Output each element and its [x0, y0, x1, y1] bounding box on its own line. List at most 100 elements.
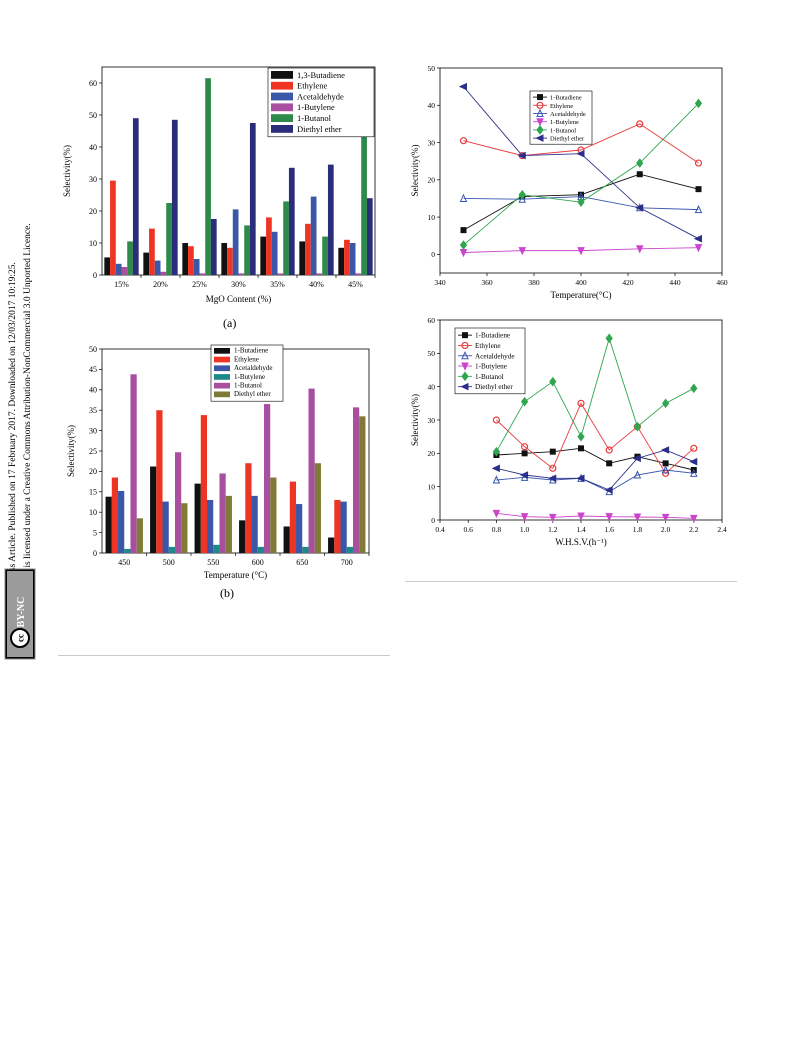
point-1-5: [606, 460, 613, 467]
point-6-5: [604, 486, 613, 494]
legend-swatch-2: [214, 356, 230, 363]
series-5: [492, 333, 698, 457]
y-tick-label: 10: [89, 239, 97, 248]
bar-1-6: [328, 537, 335, 553]
legend-swatch-1: [271, 71, 293, 79]
point-2-5: [694, 159, 703, 167]
y-tick-label: 40: [428, 101, 436, 110]
x-tick-label: 20%: [153, 280, 168, 289]
y-axis-label: Selectivity(%): [410, 394, 420, 446]
bar-3-4: [251, 495, 258, 553]
point-4-2: [520, 513, 529, 522]
x-tick-label: 450: [118, 558, 130, 567]
bar-5-1: [130, 374, 137, 553]
bar-2-4: [227, 247, 233, 275]
bar-1-3: [182, 243, 189, 275]
y-tick-label: 30: [89, 175, 97, 184]
bar-3-5: [271, 231, 278, 275]
bar-3-6: [310, 196, 317, 275]
bar-2-1: [111, 477, 119, 553]
y-tick-label: 20: [89, 467, 97, 476]
bar-4-7: [355, 273, 362, 275]
point-3-6: [633, 470, 642, 479]
bar-2-3: [188, 246, 194, 275]
y-tick-label: 10: [428, 213, 436, 222]
legend-box: [454, 327, 526, 395]
bar-6-7: [366, 198, 373, 275]
y-tick-label: 60: [89, 79, 97, 88]
y-tick-label: 50: [89, 111, 97, 120]
legend-label-2: Ethylene: [297, 81, 327, 91]
point-4-3: [577, 247, 585, 256]
bar-4-1: [124, 548, 131, 553]
bar-1-1: [105, 496, 112, 553]
legend-label-2: Ethylene: [234, 355, 259, 363]
bar-2-2: [149, 228, 155, 275]
x-tick-label: 700: [341, 558, 353, 567]
x-tick-label: 380: [528, 278, 540, 287]
bar-2-2: [156, 410, 163, 553]
bar-3-7: [349, 243, 356, 275]
series-4: [459, 244, 703, 258]
bar-1-5: [260, 236, 267, 275]
publication-notice: Open Access Article. Published on 17 Feb…: [8, 262, 18, 613]
legend-label-1: 1-Butadiene: [234, 347, 268, 355]
legend-label-4: 1-Butylene: [297, 102, 335, 112]
x-tick-label: 1.6: [605, 525, 615, 534]
series-line-2: [496, 402, 695, 475]
x-tick-label: 600: [252, 558, 264, 567]
y-tick-label: 0: [93, 271, 97, 280]
legend-marker-2: [461, 341, 469, 350]
point-6-4: [635, 203, 644, 212]
series-6: [491, 446, 698, 494]
legend-marker-1: [537, 94, 543, 101]
bar-6-5: [314, 463, 321, 553]
x-tick-label: 1.2: [548, 525, 558, 534]
legend-swatch-5: [214, 382, 230, 389]
legend-swatch-3: [271, 92, 293, 101]
chart-c-temperature-lines: 0 10 20 30 40 50 340 360 380 400 420 440 460 Temperat…: [410, 64, 728, 300]
point-4-1: [492, 509, 501, 519]
y-tick-label: 40: [428, 382, 436, 391]
y-tick-label: 0: [431, 516, 435, 525]
bar-1-5: [283, 526, 290, 553]
bar-2-6: [305, 223, 311, 275]
point-2-4: [636, 120, 644, 128]
y-tick-label: 30: [428, 138, 436, 147]
y-tick-label: 0: [431, 250, 435, 259]
point-2-1: [459, 137, 468, 145]
legend-label-4: 1-Butylene: [550, 119, 579, 126]
legend-label-3: Acetaldehyde: [550, 111, 586, 118]
legend-label-5: 1-Butanol: [234, 382, 262, 390]
series-line-4: [496, 512, 694, 519]
point-5-2: [518, 189, 526, 200]
y-tick-label: 20: [428, 449, 436, 458]
licence-notice[interactable]: This article is licensed under a Creativ…: [23, 223, 33, 613]
series-line-1: [496, 447, 694, 471]
y-tick-label: 35: [89, 406, 97, 415]
legend-marker-5: [536, 125, 544, 135]
legend-label-6: Diethyl ether: [234, 390, 271, 398]
point-5-8: [690, 383, 698, 394]
chart-b-temperature-bars: 0 5 10 15 20 25 30 35 40 45 50 450 500 550 600 650 700 Te…: [66, 344, 370, 580]
legend-label-2: Ethylene: [475, 342, 501, 350]
bar-4-6: [346, 546, 353, 553]
legend-swatch-6: [214, 391, 230, 398]
bar-6-6: [359, 416, 366, 553]
cc-licence-badge[interactable]: cc BY-NC: [4, 568, 36, 660]
x-tick-label: 2.2: [689, 525, 699, 534]
bar-3-2: [162, 501, 169, 553]
x-tick-label: 30%: [231, 280, 246, 289]
x-tick-label: 460: [716, 278, 728, 287]
x-tick-label: 440: [669, 278, 681, 287]
bar-5-6: [322, 236, 328, 275]
bar-4-1: [121, 267, 128, 275]
bar-2-5: [289, 481, 297, 553]
legend-swatch-2: [271, 81, 293, 90]
y-axis-label: Selectivity(%): [66, 425, 76, 477]
legend-swatch-3: [214, 365, 230, 372]
x-tick-label: 500: [163, 558, 175, 567]
y-tick-label: 10: [89, 508, 97, 517]
legend-marker-6: [460, 382, 469, 391]
bar-5-1: [127, 241, 133, 275]
